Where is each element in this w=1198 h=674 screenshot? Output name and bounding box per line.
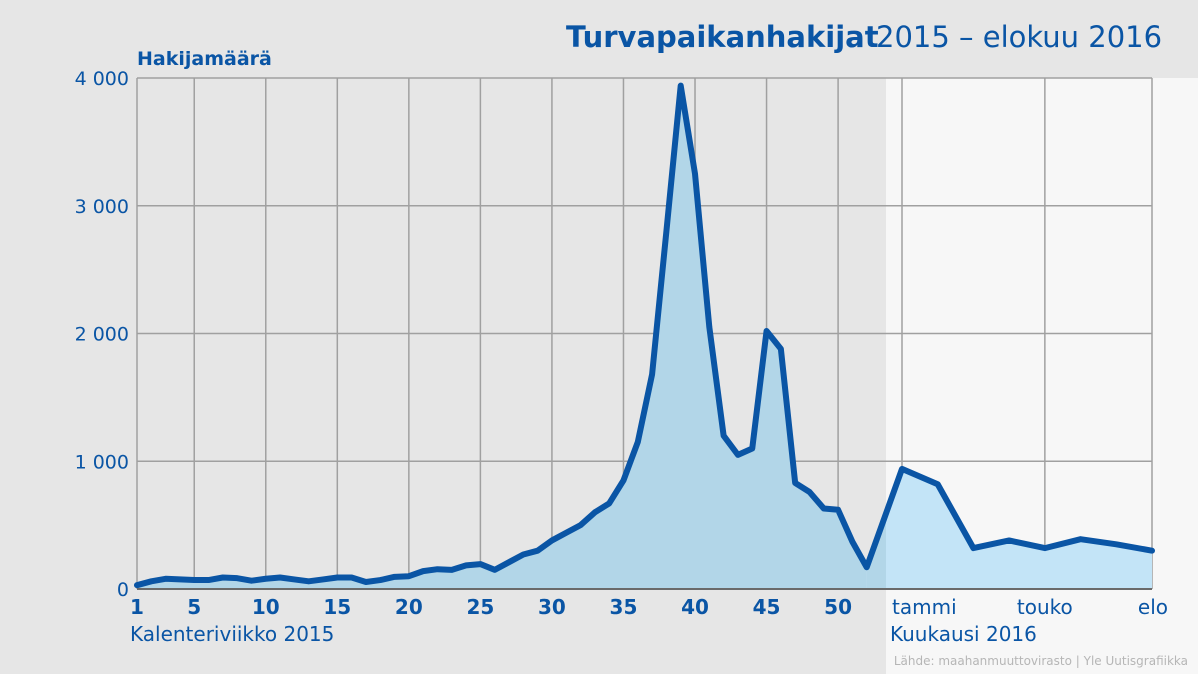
y-tick-label: 1 000	[75, 451, 129, 473]
y-tick-label: 3 000	[75, 196, 129, 218]
y-tick-label: 0	[117, 579, 129, 601]
x-tick-label-week: 20	[395, 595, 423, 619]
area-2016	[866, 468, 1152, 589]
x-tick-label-week: 1	[130, 595, 144, 619]
chart-subtitle: 2015 – elokuu 2016	[876, 20, 1163, 54]
area-2015	[137, 85, 867, 589]
x-tick-label-week: 15	[323, 595, 351, 619]
source-note: Lähde: maahanmuuttovirasto | Yle Uutisgr…	[893, 654, 1188, 668]
x-tick-label-month: elo	[1138, 595, 1168, 619]
x-axis-label-months: Kuukausi 2016	[890, 622, 1037, 646]
y-tick-label: 4 000	[75, 68, 129, 90]
x-tick-label-week: 30	[538, 595, 566, 619]
x-axis-label-weeks: Kalenteriviikko 2015	[130, 622, 335, 646]
y-axis-label: Hakijamäärä	[137, 48, 272, 70]
x-tick-label-week: 40	[681, 595, 709, 619]
y-tick-label: 2 000	[75, 324, 129, 346]
x-tick-label-week: 10	[252, 595, 280, 619]
x-tick-label-week: 35	[610, 595, 638, 619]
x-tick-label-month: tammi	[892, 595, 957, 619]
x-tick-label-week: 45	[753, 595, 781, 619]
x-tick-label-month: touko	[1017, 595, 1073, 619]
x-tick-label-week: 50	[824, 595, 852, 619]
chart-title: Turvapaikanhakijat	[566, 20, 879, 54]
x-tick-label-week: 5	[187, 595, 201, 619]
x-tick-label-week: 25	[466, 595, 494, 619]
series-line	[134, 82, 1155, 589]
